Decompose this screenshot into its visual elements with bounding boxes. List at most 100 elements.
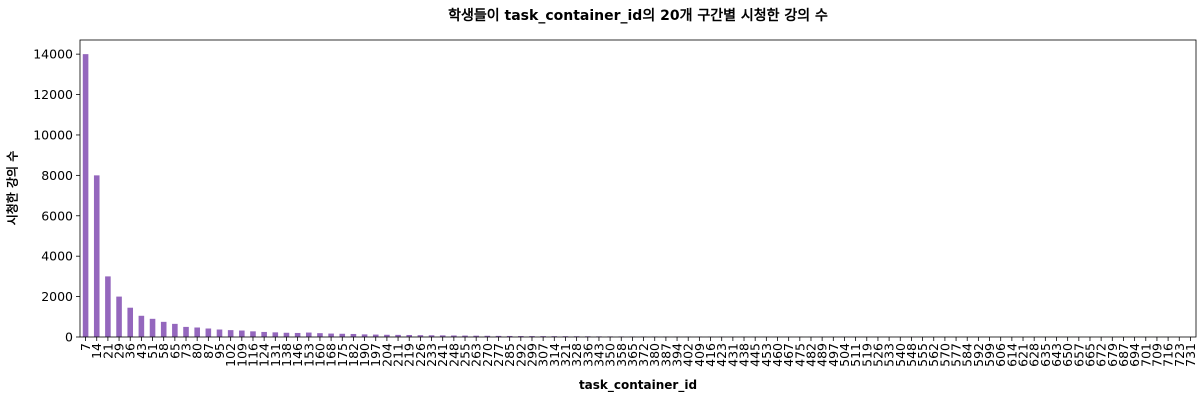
x-tick-label: 628 [1027,343,1042,367]
x-tick-label: 497 [826,343,841,367]
bar [82,54,89,338]
bar [384,334,390,337]
x-tick-label: 394 [670,343,685,367]
x-tick-label: 723 [1172,343,1187,367]
bar [406,334,413,337]
bar [183,326,189,337]
x-tick-label: 672 [1094,343,1109,367]
y-tick-label: 4000 [41,249,73,264]
bar [339,333,346,337]
x-tick-label: 489 [815,343,830,367]
bar [529,336,535,337]
x-tick-label: 614 [1004,343,1019,367]
x-tick-label: 635 [1038,343,1053,367]
x-tick-label: 467 [781,343,796,367]
x-tick-label: 241 [435,343,450,367]
x-tick-label: 211 [391,343,406,367]
x-tick-label: 314 [547,343,562,367]
y-tick-label: 8000 [41,168,73,183]
x-tick-label: 175 [335,343,350,367]
x-tick-label: 687 [1116,343,1131,367]
x-tick-label: 584 [960,343,975,367]
bar [138,315,145,337]
x-tick-label: 716 [1161,343,1176,367]
x-tick-label: 343 [591,343,606,367]
x-tick-label: 679 [1105,343,1120,367]
x-tick-label: 51 [145,343,160,359]
x-tick-label: 248 [446,343,461,367]
x-tick-label: 7 [78,343,93,351]
bar [305,332,312,337]
bar [317,333,323,337]
x-tick-label: 592 [971,343,986,367]
bar [540,336,546,337]
bar [216,329,223,337]
x-tick-label: 87 [201,343,216,359]
x-tick-label: 292 [513,343,528,367]
x-tick-label: 453 [759,343,774,367]
bar [283,332,290,337]
y-tick-label: 14000 [33,47,73,62]
x-tick-label: 307 [536,343,551,367]
bar [462,335,468,337]
x-tick-label: 416 [703,343,718,367]
x-tick-label: 168 [324,343,339,367]
x-tick-label: 219 [402,343,417,367]
bar [205,328,212,337]
y-tick-label: 6000 [41,208,73,223]
bar [294,332,301,337]
x-tick-label: 124 [257,343,272,367]
x-tick-label: 285 [502,343,517,367]
y-tick-label: 0 [65,330,73,345]
x-tick-label: 43 [134,343,149,359]
x-tick-label: 321 [558,343,573,367]
x-tick-label: 255 [458,343,473,367]
x-tick-label: 540 [893,343,908,367]
y-axis-label: 시청한 강의 수 [5,150,20,226]
bar [328,333,334,337]
bar [149,318,156,337]
x-tick-label: 482 [803,343,818,367]
x-tick-label: 526 [870,343,885,367]
x-tick-label: 350 [603,343,618,367]
x-tick-label: 599 [982,343,997,367]
bar [93,175,100,337]
x-tick-label: 460 [770,343,785,367]
chart-title: 학생들이 task_container_id의 20개 구간별 시청한 강의 수 [448,8,828,24]
x-tick-label: 621 [1016,343,1031,367]
bar [105,276,111,337]
x-tick-label: 102 [223,343,238,367]
bar [127,307,134,337]
x-tick-label: 533 [882,343,897,367]
x-tick-label: 14 [89,343,104,359]
x-tick-label: 438 [737,343,752,367]
y-tick-label: 10000 [33,127,73,142]
x-tick-label: 58 [156,343,171,359]
x-tick-label: 204 [379,343,394,367]
x-tick-label: 95 [212,343,227,359]
bar [350,333,357,337]
x-tick-label: 504 [837,343,852,367]
bar [518,336,524,337]
x-tick-label: 562 [926,343,941,367]
x-tick-label: 328 [569,343,584,367]
x-tick-label: 577 [949,343,964,367]
x-tick-label: 263 [469,343,484,367]
x-tick-label: 643 [1049,343,1064,367]
x-tick-label: 299 [524,343,539,367]
x-tick-label: 182 [346,343,361,367]
bar [261,331,267,337]
x-tick-label: 270 [480,343,495,367]
bar [428,335,435,337]
x-tick-label: 511 [848,343,863,367]
x-tick-label: 423 [714,343,729,367]
x-tick-label: 387 [658,343,673,367]
y-tick-label: 2000 [41,289,73,304]
x-tick-label: 21 [100,343,115,359]
bar [395,334,401,337]
plot-frame [79,39,1197,338]
bar [506,335,513,337]
x-tick-label: 650 [1060,343,1075,367]
bar [172,323,178,337]
